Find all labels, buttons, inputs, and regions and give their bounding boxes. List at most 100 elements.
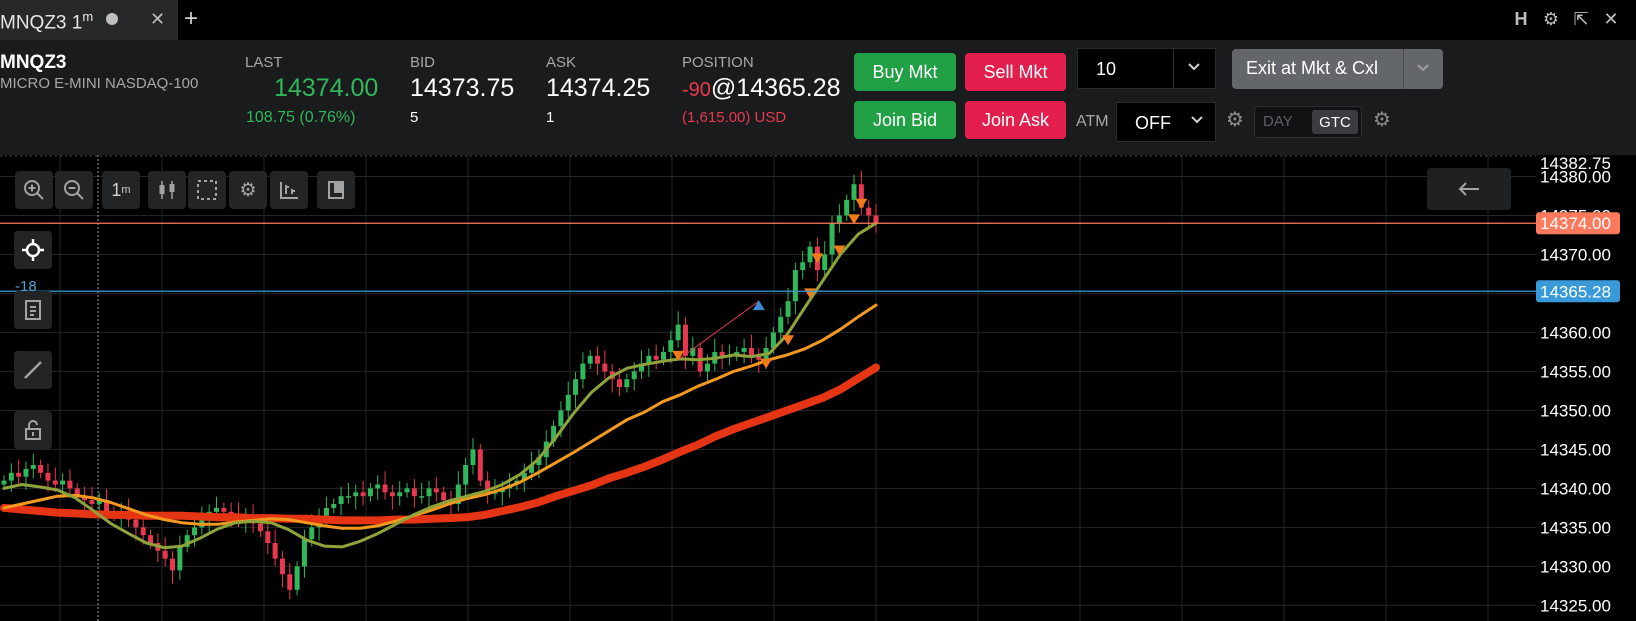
exit-label[interactable]: Exit at Mkt & Cxl (1246, 58, 1379, 78)
candle-body (23, 468, 29, 477)
popout-icon[interactable]: ⇱ (1573, 9, 1589, 29)
candle (785, 287, 791, 325)
candle (800, 250, 806, 280)
candle-body (382, 484, 388, 493)
candle (30, 453, 36, 479)
candle-body (287, 574, 293, 590)
chevron-down-icon[interactable] (1186, 58, 1202, 79)
ma-fast-line (2, 221, 878, 550)
candle-body (8, 472, 14, 481)
chart-canvas[interactable]: 14382.7514380.0014375.0014370.0014365.00… (0, 155, 1636, 621)
tif-gtc-option[interactable]: GTC (1312, 110, 1358, 134)
chevron-down-icon[interactable] (1415, 59, 1431, 78)
join-bid-button[interactable]: Join Bid (854, 101, 956, 139)
back-button[interactable] (1427, 168, 1511, 210)
candle-body (492, 492, 498, 494)
time-in-force-toggle[interactable]: DAY GTC (1254, 106, 1362, 138)
tif-day-option[interactable]: DAY (1263, 113, 1293, 130)
candle (778, 307, 784, 344)
atm-selector[interactable]: OFF (1116, 102, 1216, 142)
candle (485, 471, 491, 504)
candle-body (748, 348, 754, 356)
add-tab-button[interactable]: + (184, 5, 199, 32)
divider (1173, 49, 1174, 88)
candle (265, 521, 271, 555)
candle-body (587, 355, 593, 364)
candle-body (800, 262, 806, 271)
ask-price: 14374.25 (546, 74, 651, 102)
candle-body (624, 379, 630, 388)
atm-label: ATM (1076, 113, 1109, 130)
candle-body (682, 324, 688, 356)
zoom-in-button[interactable] (15, 171, 53, 209)
candle-body (521, 472, 527, 481)
join-ask-button[interactable]: Join Ask (965, 101, 1066, 139)
quote-panel: MNQZ3 MICRO E-MINI NASDAQ-100 LAST 14374… (0, 40, 1636, 155)
candle-body (829, 223, 835, 255)
indicators-button[interactable] (270, 171, 308, 209)
candle-body (60, 480, 66, 485)
indicators-icon (280, 182, 298, 199)
candle (162, 537, 168, 567)
layout-button[interactable] (317, 171, 355, 209)
candle-body (617, 379, 623, 388)
price-chart[interactable]: 14382.7514380.0014375.0014370.0014365.00… (0, 155, 1636, 621)
candle-body (470, 449, 476, 466)
candle (573, 371, 579, 409)
close-tab-icon[interactable]: ✕ (150, 9, 166, 29)
candle-body (272, 543, 278, 559)
atm-settings-gear-icon[interactable]: ⚙ (1226, 109, 1244, 131)
buy-mkt-button[interactable]: Buy Mkt (854, 53, 956, 91)
quantity-selector[interactable]: 10 (1077, 48, 1216, 89)
candle (668, 330, 674, 364)
pen-icon (24, 361, 42, 379)
candle-body (353, 492, 359, 497)
candle-body (441, 492, 447, 501)
close-window-icon[interactable]: ✕ (1603, 9, 1619, 29)
candle-body (375, 484, 381, 489)
exit-at-mkt-cxl-button[interactable]: Exit at Mkt & Cxl (1232, 49, 1443, 89)
ask-label: ASK (546, 54, 577, 71)
candle (792, 262, 798, 315)
candle (844, 194, 850, 221)
candle-body (221, 507, 227, 512)
order-settings-gear-icon[interactable]: ⚙ (1373, 109, 1391, 131)
selection-button[interactable] (188, 171, 226, 209)
candle-body (411, 488, 417, 497)
candle (873, 204, 879, 233)
sell-mkt-button[interactable]: Sell Mkt (965, 53, 1066, 91)
candle-body (192, 527, 198, 536)
candle (477, 443, 483, 487)
settings-icon[interactable]: ⚙ (1542, 9, 1560, 29)
draw-line-button[interactable] (14, 351, 52, 389)
candle (177, 535, 183, 580)
position-qty: -90 (682, 79, 711, 101)
position-pnl: (1,615.00) USD (682, 109, 787, 126)
chart-settings-gear-icon[interactable]: ⚙ (229, 171, 267, 209)
candle-body (214, 507, 220, 512)
price-axis-label: 14345.00 (1540, 440, 1611, 459)
candle-body (785, 301, 791, 317)
candle-body (778, 316, 784, 333)
candle-body (367, 488, 373, 497)
candle-body (184, 535, 190, 547)
candle-body (294, 566, 300, 590)
crosshair-button[interactable] (14, 231, 52, 269)
zoom-out-button[interactable] (55, 171, 93, 209)
candle-body (463, 465, 469, 485)
candle (353, 484, 359, 510)
candle (455, 471, 461, 512)
lock-button[interactable] (14, 411, 52, 449)
candle-body (279, 558, 285, 575)
candle (807, 241, 813, 268)
chevron-down-icon[interactable] (1189, 111, 1205, 132)
tab-mnqz3[interactable]: MNQZ3 1m ✕ (0, 0, 178, 40)
chart-type-button[interactable] (148, 171, 186, 209)
candle (294, 560, 300, 596)
notes-button[interactable] (14, 291, 52, 329)
candle (338, 486, 344, 516)
candle-body (89, 500, 95, 505)
position-marker: -18 (15, 278, 37, 295)
hide-header-button[interactable]: H (1514, 9, 1528, 29)
